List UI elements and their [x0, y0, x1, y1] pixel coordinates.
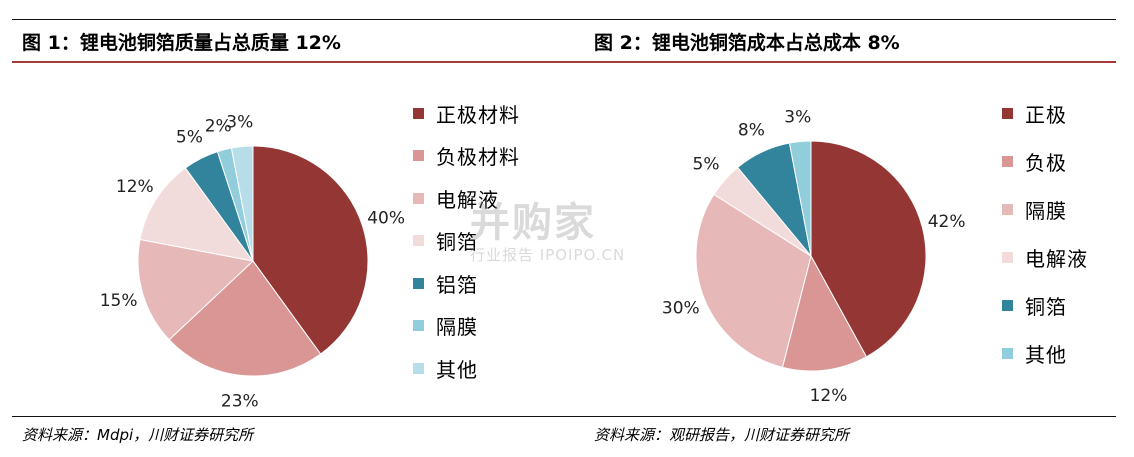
legend-label: 其他: [1025, 342, 1067, 367]
figure-2-title: 图 2：锂电池铜箔成本占总成本 8%: [594, 32, 900, 54]
legend-swatch: [1002, 107, 1013, 119]
data-label-1-6: 2%: [205, 116, 232, 136]
legend-item-1-7: 其他: [413, 356, 478, 382]
pie-slice-1-4: [139, 167, 255, 262]
data-label-2-4: 5%: [693, 154, 720, 174]
legend-swatch: [413, 235, 424, 246]
pie-chart-2: 42% 12% 30% 5% 8% 3%: [662, 108, 966, 406]
legend-label: 正极: [1025, 102, 1067, 127]
legend-swatch: [1002, 203, 1013, 215]
legend-swatch: [413, 150, 424, 161]
pie-slice-2-2: [781, 254, 868, 372]
legend-swatch: [413, 362, 424, 374]
legend-label: 隔膜: [1025, 198, 1067, 223]
figure-1-title: 图 1：锂电池铜箔质量占总质量 12%: [22, 32, 341, 54]
legend-swatch: [413, 277, 424, 289]
pie-slice-2-6: [788, 140, 812, 257]
legend-swatch: [413, 320, 424, 331]
data-label-1-5: 5%: [176, 127, 203, 147]
data-label-2-1: 42%: [928, 212, 966, 232]
legend-label: 负极材料: [436, 145, 520, 169]
legend-swatch: [413, 192, 424, 204]
pie-slice-1-3: [137, 238, 255, 341]
legend-label: 电解液: [436, 187, 499, 212]
data-label-1-7: 3%: [226, 113, 253, 133]
legend-label: 其他: [436, 357, 478, 382]
legend-label: 隔膜: [436, 315, 478, 339]
data-label-2-3: 30%: [662, 299, 700, 319]
legend-swatch: [413, 107, 424, 119]
top-rule: [12, 19, 1116, 20]
watermark-sub: 行业报告 IPOIPO.CN: [470, 246, 626, 264]
pie-slice-1-1: [252, 145, 369, 355]
legend-item-1-1: 正极材料: [413, 101, 520, 127]
legend-swatch: [1002, 155, 1013, 167]
data-label-1-1: 40%: [367, 209, 405, 229]
data-label-1-2: 23%: [221, 391, 259, 411]
figure-1-source: 资料来源：Mdpi，川财证券研究所: [22, 426, 254, 444]
legend-label: 正极材料: [436, 102, 520, 127]
legend-swatch: [1002, 299, 1013, 311]
legend-item-1-3: 电解液: [413, 186, 499, 212]
title-underline-rule: [12, 61, 1116, 63]
legend-item-2-2: 负极: [1002, 149, 1067, 175]
pie-slice-1-2: [168, 260, 322, 377]
pie-slice-2-1: [810, 140, 927, 358]
data-label-2-5: 8%: [738, 120, 765, 140]
legend-item-2-4: 电解液: [1002, 245, 1088, 271]
figure-2-source: 资料来源：观研报告，川财证券研究所: [594, 426, 850, 444]
legend-label: 铜箔: [436, 230, 478, 254]
legend-label: 负极: [1025, 150, 1067, 175]
bottom-rule: [12, 416, 1116, 417]
legend-item-1-4: 铜箔: [413, 229, 478, 254]
data-label-2-2: 12%: [810, 386, 848, 406]
data-label-1-3: 15%: [100, 291, 138, 311]
legend-label: 电解液: [1025, 246, 1088, 271]
legend-item-2-1: 正极: [1002, 101, 1067, 127]
legend-item-2-6: 其他: [1002, 341, 1067, 367]
data-label-1-4: 12%: [116, 177, 154, 197]
legend-label: 铜箔: [1025, 294, 1067, 319]
legend-swatch: [1002, 251, 1013, 263]
legend-item-1-2: 负极材料: [413, 144, 520, 169]
legend-swatch: [1002, 347, 1013, 359]
legend-label: 铝箔: [436, 272, 478, 297]
pie-slice-1-7: [230, 145, 254, 262]
legend-item-1-6: 隔膜: [413, 314, 478, 339]
legend-item-2-5: 铜箔: [1002, 293, 1067, 319]
legend-item-2-3: 隔膜: [1002, 197, 1067, 223]
pie-chart-1: 40% 23% 15% 12% 5%2%3%: [100, 113, 405, 412]
data-label-2-6: 3%: [784, 108, 811, 128]
legend-item-1-5: 铝箔: [413, 271, 478, 297]
pie-slice-2-3: [695, 193, 812, 368]
